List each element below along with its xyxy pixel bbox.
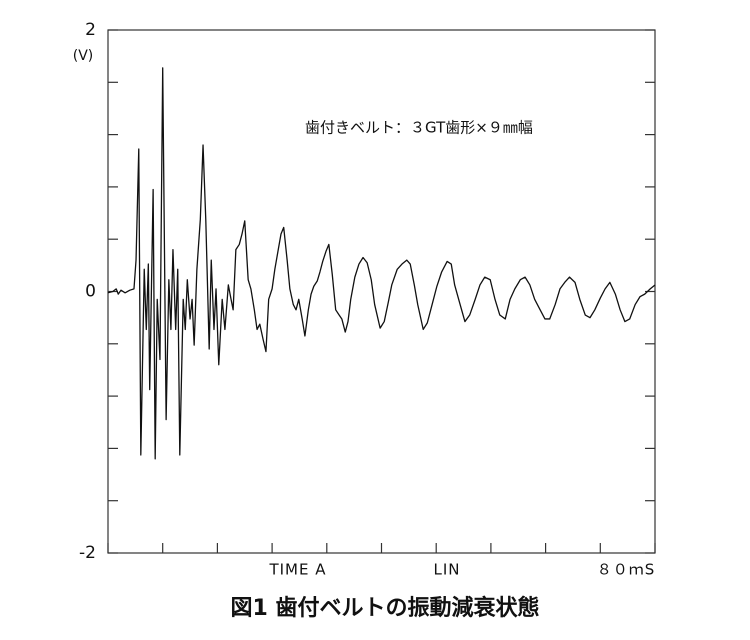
x-axis-label: ８０ｍS xyxy=(597,561,656,579)
caption: 図1 歯付ベルトの振動減衰状態 xyxy=(231,595,540,621)
signal-line xyxy=(107,67,656,460)
y-tick-label: 2 xyxy=(85,20,96,40)
y-tick-label: -2 xyxy=(79,543,96,563)
annotation: 歯付きベルト：３GT歯形×９㎜幅 xyxy=(305,119,533,137)
y-unit: (V) xyxy=(73,48,94,64)
y-tick-label: 0 xyxy=(85,282,96,302)
plot-frame xyxy=(107,29,656,554)
x-axis-label: LIN xyxy=(433,561,460,579)
x-axis-label: TIME A xyxy=(268,561,326,579)
